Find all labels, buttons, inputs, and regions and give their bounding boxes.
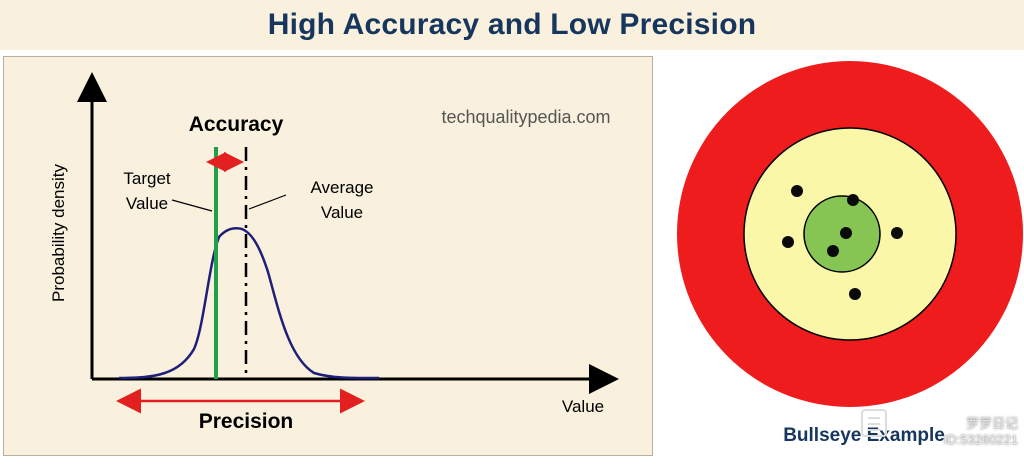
bullseye-dot <box>791 185 803 197</box>
site-credit: techqualitypedia.com <box>441 107 610 127</box>
bullseye-dot <box>782 236 794 248</box>
target-leader-line <box>171 199 213 212</box>
average-leader-line <box>248 194 287 210</box>
page-title: High Accuracy and Low Precision <box>267 8 757 41</box>
bullseye-caption: Bullseye Example <box>783 425 945 446</box>
accuracy-label: Accuracy <box>189 113 284 136</box>
bullseye-dot <box>840 227 852 239</box>
average-label-line1: Average <box>310 178 373 197</box>
x-axis-label: Value <box>562 397 604 416</box>
watermark: 罗罗日记 ID:53260221 <box>944 416 1018 448</box>
bullseye-dot <box>827 245 839 257</box>
distribution-diagram: Accuracy techqualitypedia.com Target Val… <box>49 72 619 433</box>
watermark-line1: 罗罗日记 <box>965 416 1018 431</box>
distribution-diagram-panel: Accuracy techqualitypedia.com Target Val… <box>3 56 653 456</box>
watermark-line2: ID:53260221 <box>943 432 1018 447</box>
probability-curve <box>118 227 380 380</box>
target-label-line2: Value <box>126 194 168 213</box>
average-label-line2: Value <box>321 203 363 222</box>
bullseye-dot <box>849 288 861 300</box>
watermark-logo-icon <box>861 409 887 437</box>
target-label-line1: Target <box>123 169 171 188</box>
bullseye-middle-ring <box>743 127 957 341</box>
bullseye-center <box>803 195 881 273</box>
bullseye-dot <box>847 194 859 206</box>
precision-label: Precision <box>199 410 294 433</box>
bullseye-dot <box>891 227 903 239</box>
title-banner: High Accuracy and Low Precision <box>0 0 1024 50</box>
y-axis-label: Probability density <box>49 164 68 302</box>
bullseye-outer-ring <box>677 61 1023 407</box>
